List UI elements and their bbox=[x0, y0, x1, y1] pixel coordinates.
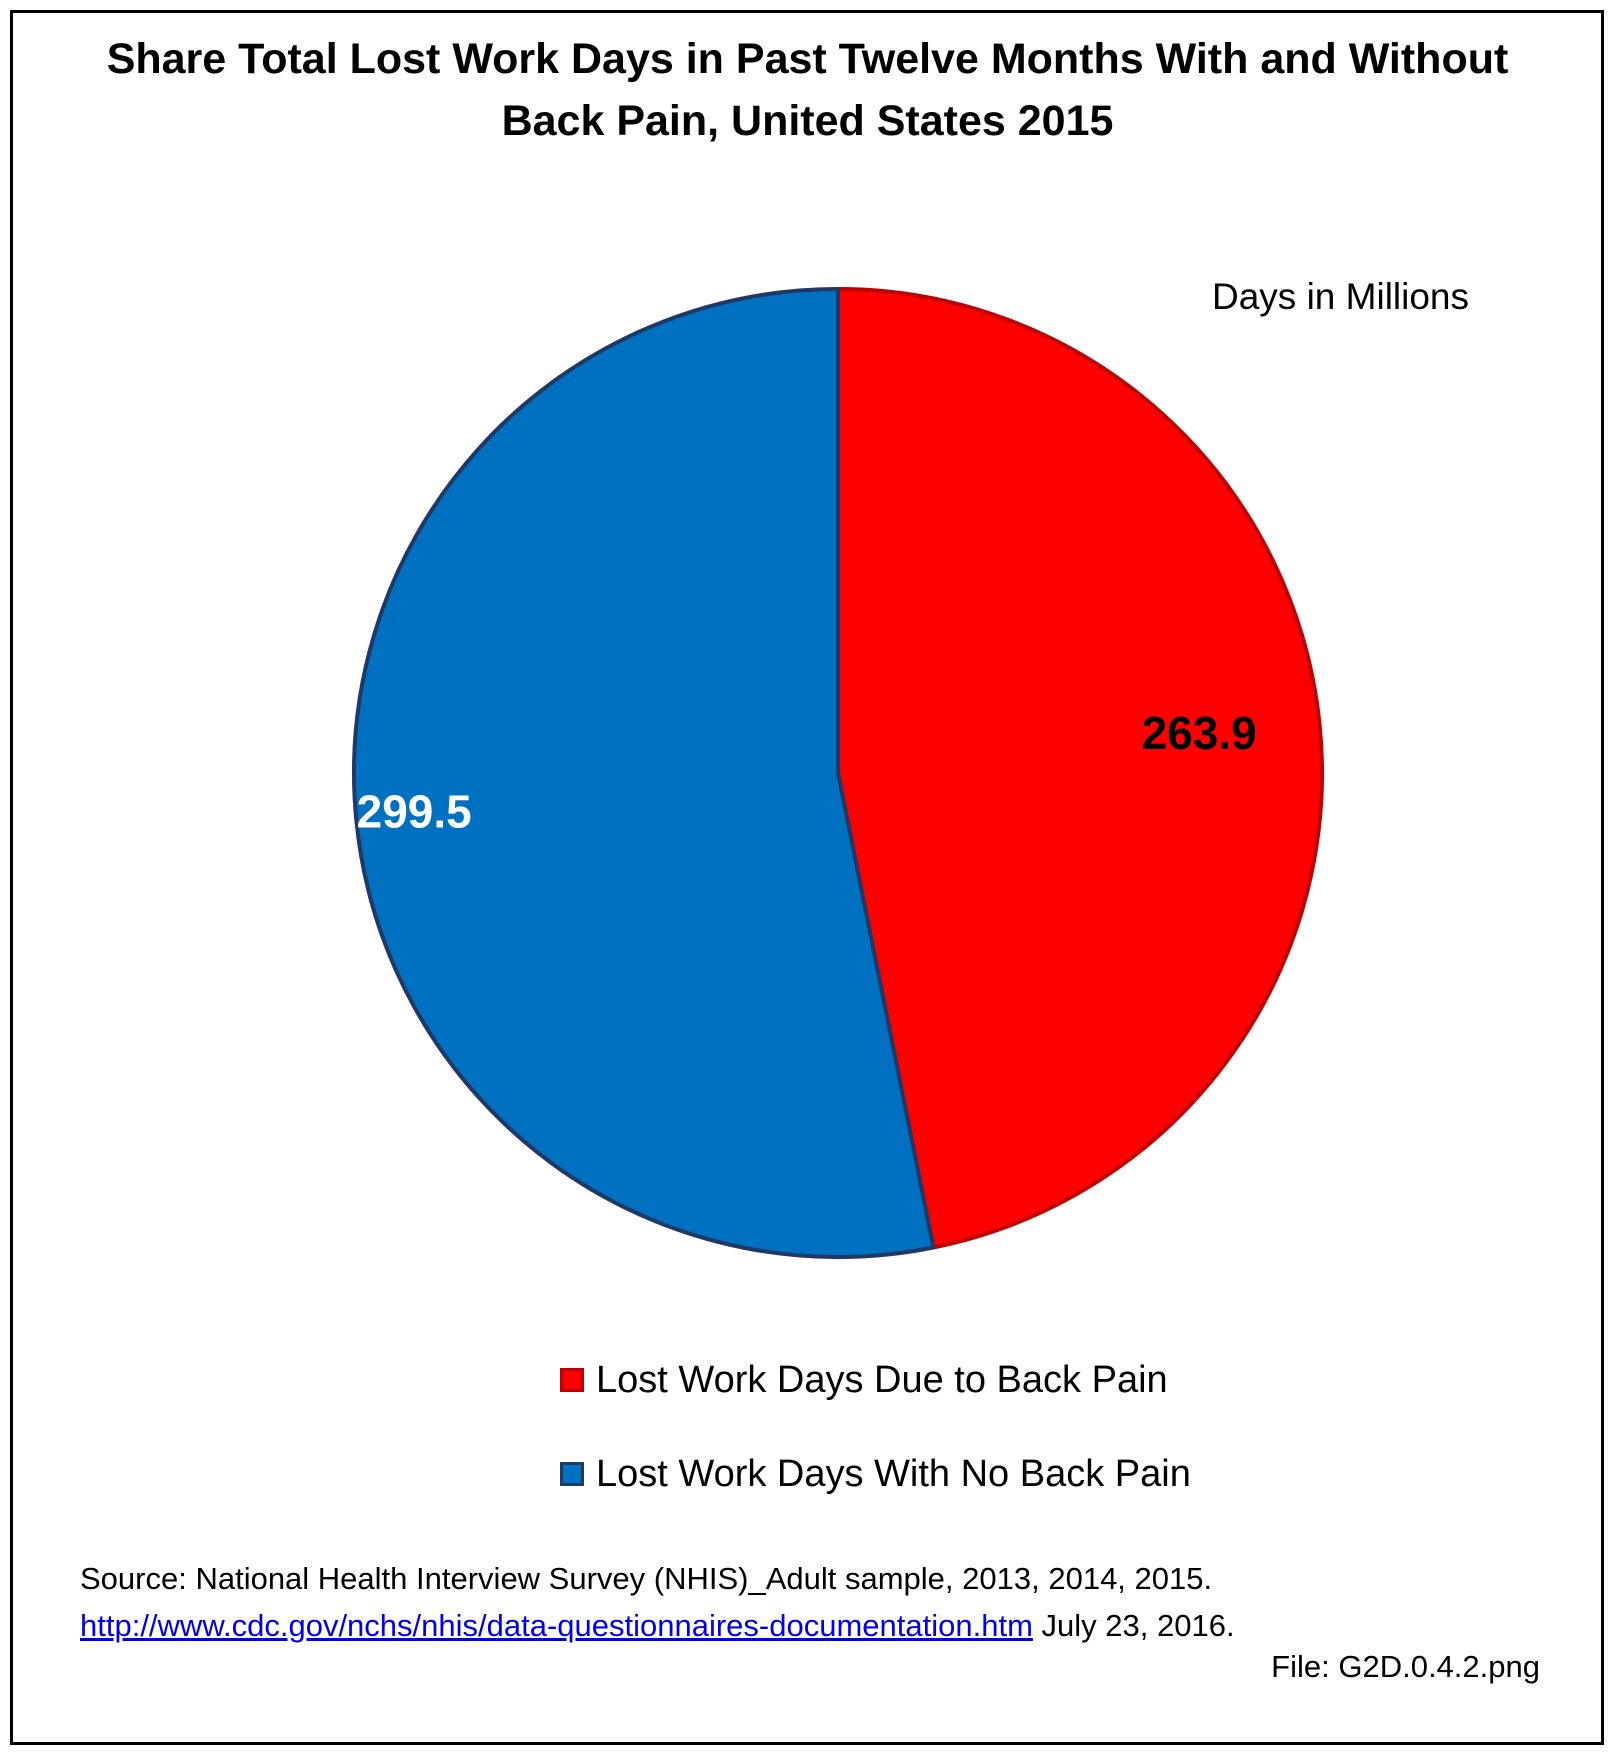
file-note: File: G2D.0.4.2.png bbox=[1271, 1649, 1540, 1684]
pie-slice-back-pain bbox=[836, 287, 1324, 1250]
chart-title: Share Total Lost Work Days in Past Twelv… bbox=[106, 35, 1509, 145]
slice-label-back-pain: 263.9 bbox=[1142, 707, 1257, 759]
source-text: Source: National Health Interview Survey… bbox=[80, 1561, 1213, 1596]
source-date: July 23, 2016. bbox=[1041, 1608, 1235, 1643]
chart-legend: Lost Work Days Due to Back Pain Lost Wor… bbox=[560, 1355, 1191, 1543]
legend-swatch-back-pain bbox=[560, 1368, 584, 1392]
unit-note: Days in Millions bbox=[1212, 276, 1470, 317]
slice-label-no-back-pain: 299.5 bbox=[357, 785, 472, 837]
pie-slice-no-back-pain bbox=[351, 287, 936, 1259]
source-note: Source: National Health Interview Survey… bbox=[80, 1555, 1260, 1649]
source-link[interactable]: http://www.cdc.gov/nchs/nhis/data-questi… bbox=[80, 1608, 1033, 1643]
legend-item-back-pain: Lost Work Days Due to Back Pain bbox=[560, 1355, 1191, 1405]
legend-swatch-no-back-pain bbox=[560, 1462, 584, 1486]
legend-label-no-back-pain: Lost Work Days With No Back Pain bbox=[596, 1452, 1191, 1495]
legend-item-no-back-pain: Lost Work Days With No Back Pain bbox=[560, 1449, 1191, 1499]
legend-label-back-pain: Lost Work Days Due to Back Pain bbox=[596, 1358, 1168, 1401]
